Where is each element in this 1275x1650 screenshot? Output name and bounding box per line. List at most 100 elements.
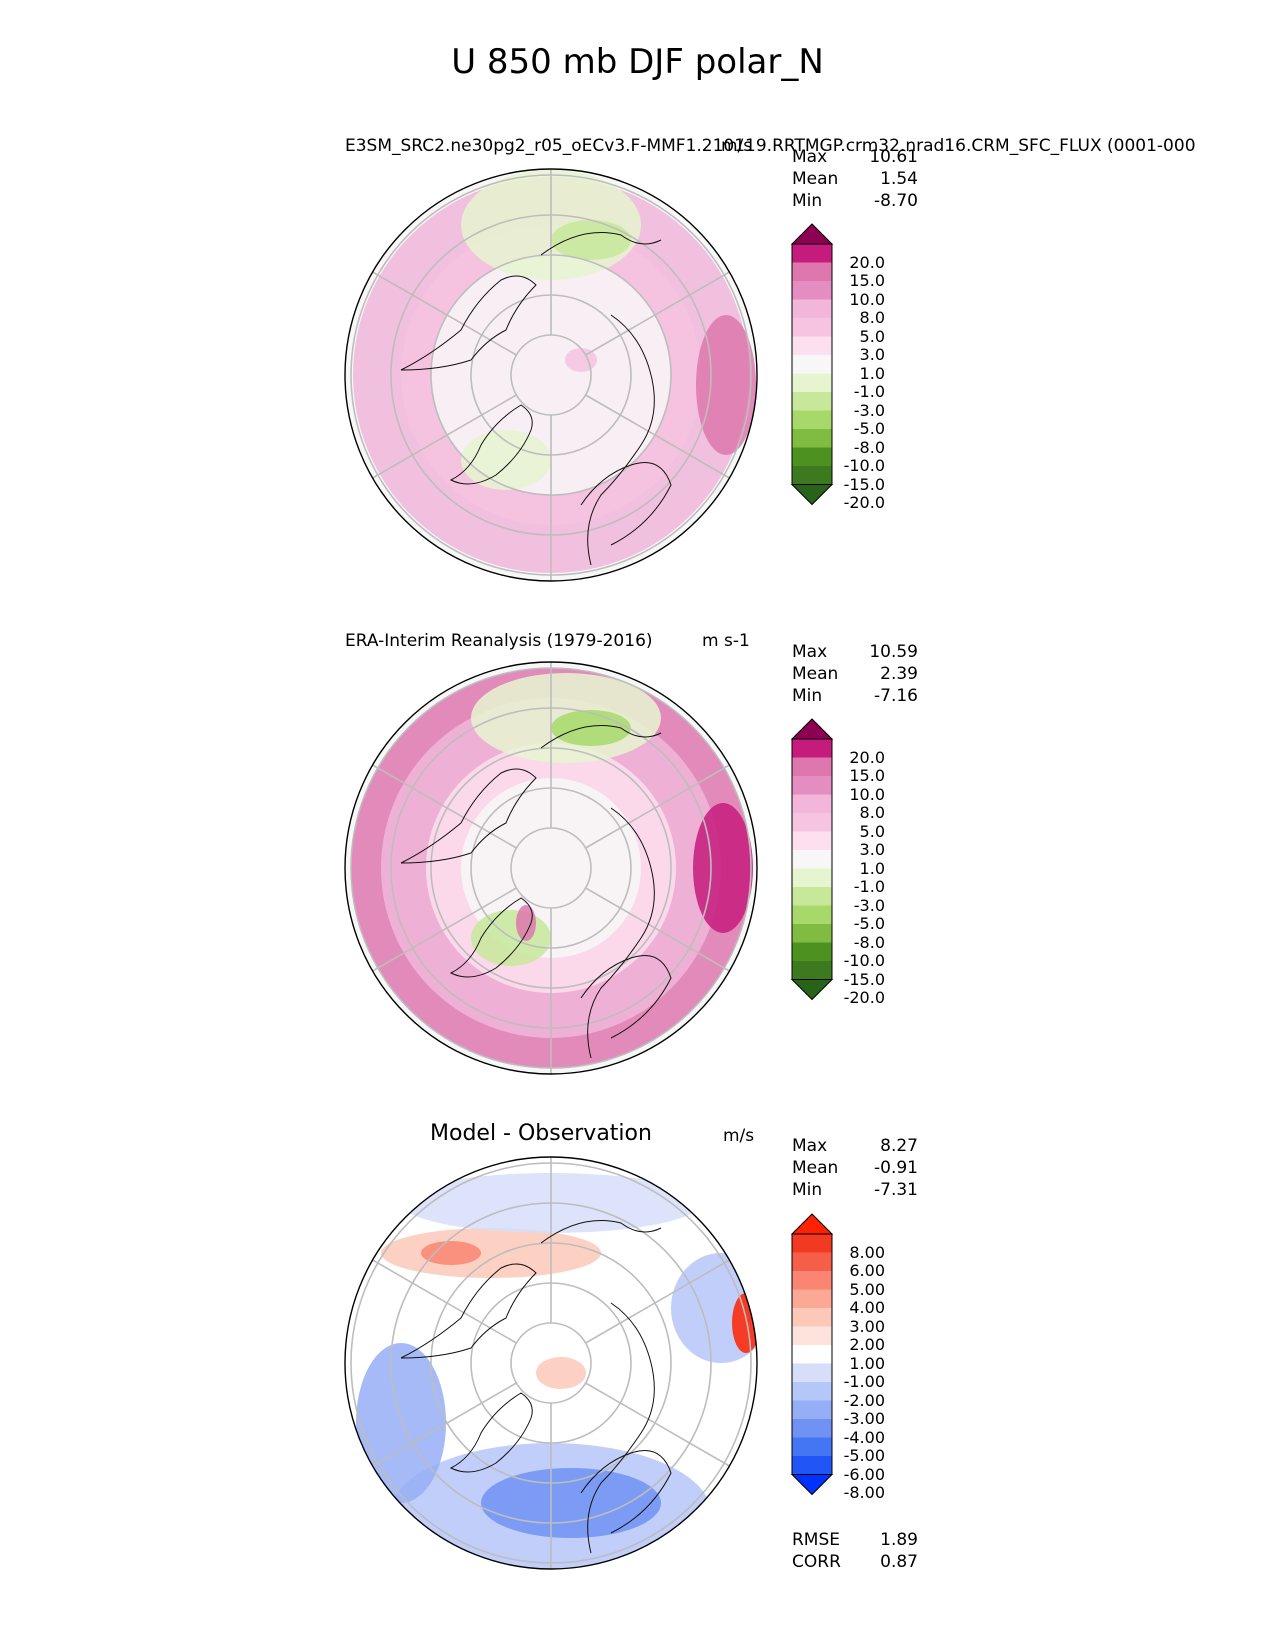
field-region-pole-positive xyxy=(565,348,597,372)
eurasia-coastline xyxy=(587,314,655,566)
colorbar-extend-max xyxy=(790,718,834,740)
greenland-coastline xyxy=(449,404,533,485)
colorbar-tick-label: 2.00 xyxy=(849,1335,885,1354)
colorbar-segment xyxy=(792,336,832,355)
stat-value: 10.61 xyxy=(869,147,918,167)
colorbar-segment xyxy=(792,757,832,776)
stat-value: 0.87 xyxy=(880,1552,918,1572)
colorbar-tick-label: -8.0 xyxy=(853,437,885,457)
colorbar-tick-label: -10.0 xyxy=(843,951,885,970)
panel2-units: m s-1 xyxy=(702,631,750,651)
colorbar-tick-label: 15.0 xyxy=(849,766,885,785)
meridian-line xyxy=(372,764,517,849)
colorbar-segment xyxy=(792,942,832,961)
colorbar-tick-label: 8.00 xyxy=(849,1242,885,1262)
field-region-easterly-core xyxy=(551,220,631,260)
field-region-west-negative xyxy=(356,1343,446,1503)
stat-label: Min xyxy=(792,1180,823,1200)
field-region-pole-positive xyxy=(536,1357,586,1389)
stat-value: 1.54 xyxy=(880,169,918,189)
meridian-line xyxy=(585,764,730,849)
panel1-colorbar xyxy=(790,223,834,506)
field-region-atlantic-jet xyxy=(693,803,753,933)
colorbar-segment xyxy=(792,905,832,924)
colorbar-segment xyxy=(792,1308,832,1327)
colorbar-tick-label: -15.0 xyxy=(843,474,885,494)
colorbar-segment xyxy=(792,1271,832,1290)
stat-label: Mean xyxy=(792,169,839,189)
colorbar-segment xyxy=(792,831,832,850)
canada-coastline xyxy=(400,275,537,371)
eurasia-coastline xyxy=(587,807,655,1059)
colorbar-segment xyxy=(792,429,832,448)
colorbar-segment xyxy=(792,794,832,813)
colorbar-frame xyxy=(791,1233,833,1475)
meridian-line xyxy=(372,271,517,356)
colorbar-tick-label: -2.00 xyxy=(843,1390,885,1410)
colorbar-tick-label: -20.0 xyxy=(843,493,885,512)
field-region-greenland-weak xyxy=(461,430,551,490)
colorbar-tick-label: -4.00 xyxy=(843,1427,885,1447)
colorbar-tick-label: 3.00 xyxy=(849,1316,885,1336)
colorbar-segment xyxy=(792,1326,832,1345)
coastlines xyxy=(400,232,672,566)
panel2-title: ERA-Interim Reanalysis (1979-2016) xyxy=(345,631,653,651)
colorbar-tick-label: 5.0 xyxy=(859,326,885,346)
colorbar-segment xyxy=(792,355,832,374)
colorbar-tick-label: -10.0 xyxy=(843,456,885,475)
colorbar-tick-label: 3.0 xyxy=(859,345,885,364)
colorbar-tick-label: -1.00 xyxy=(843,1372,885,1391)
panel2-map xyxy=(344,661,758,1075)
meridian-line xyxy=(372,1259,517,1344)
colorbar-tick-label: 1.00 xyxy=(849,1353,885,1373)
panel3-stats: Max 8.27 Mean -0.91 Min -7.31 xyxy=(792,1135,918,1201)
europe-coastline xyxy=(580,462,672,546)
colorbar-extend-max xyxy=(790,1213,834,1235)
colorbar-tick-label: 8.0 xyxy=(859,803,885,822)
colorbar-segment xyxy=(792,466,832,485)
colorbar-tick-label: -20.0 xyxy=(843,988,885,1007)
colorbar-tick-label: 1.0 xyxy=(859,858,885,878)
colorbar-tick-label: 1.0 xyxy=(859,363,885,383)
stat-label: Min xyxy=(792,191,823,211)
panel1-title: E3SM_SRC2.ne30pg2_r05_oECv3.F-MMF1.21011… xyxy=(345,136,1196,156)
coastlines xyxy=(400,1220,672,1554)
colorbar-tick-label: -3.0 xyxy=(853,400,885,420)
colorbar-segment xyxy=(792,244,832,263)
stat-label: Min xyxy=(792,686,823,706)
colorbar-segment xyxy=(792,410,832,429)
colorbar-tick-label: -3.00 xyxy=(843,1409,885,1428)
colorbar-tick-label: -8.0 xyxy=(853,932,885,952)
field-region-southern-core xyxy=(481,1468,661,1538)
map-boundary xyxy=(344,1156,758,1570)
panel3-error-stats: RMSE 1.89 CORR 0.87 xyxy=(792,1529,918,1573)
colorbar-tick-label: 15.0 xyxy=(849,271,885,290)
colorbar-segment xyxy=(792,887,832,906)
europe-coastline xyxy=(580,1450,672,1534)
colorbar-tick-label: -1.0 xyxy=(853,877,885,896)
colorbar-tick-label: -5.0 xyxy=(853,419,885,438)
colorbar-tick-label: -3.0 xyxy=(853,895,885,915)
colorbar-segment xyxy=(792,1437,832,1456)
colorbar-segment xyxy=(792,868,832,887)
stat-value: -7.31 xyxy=(874,1180,918,1200)
meridian-line xyxy=(372,394,517,479)
bering-coastline xyxy=(540,725,662,749)
colorbar-segment xyxy=(792,1289,832,1308)
colorbar-segment xyxy=(792,262,832,281)
panel1-map xyxy=(344,168,758,582)
stat-value: 2.39 xyxy=(880,664,918,684)
field-region-northern-core xyxy=(421,1241,481,1265)
panel2-colorbar xyxy=(790,718,834,1001)
colorbar-extend-min xyxy=(790,484,834,506)
field-region-greenland-jet xyxy=(516,905,536,941)
colorbar-segment xyxy=(792,392,832,411)
coastlines xyxy=(400,725,672,1059)
panel3-title: Model - Observation xyxy=(430,1121,652,1146)
graticule xyxy=(350,1157,752,1569)
colorbar-tick-label: 4.00 xyxy=(849,1298,885,1317)
map-boundary xyxy=(344,661,758,1075)
stat-label: Mean xyxy=(792,664,839,684)
colorbar-extend-min xyxy=(790,1474,834,1496)
stat-label: RMSE xyxy=(792,1530,841,1550)
